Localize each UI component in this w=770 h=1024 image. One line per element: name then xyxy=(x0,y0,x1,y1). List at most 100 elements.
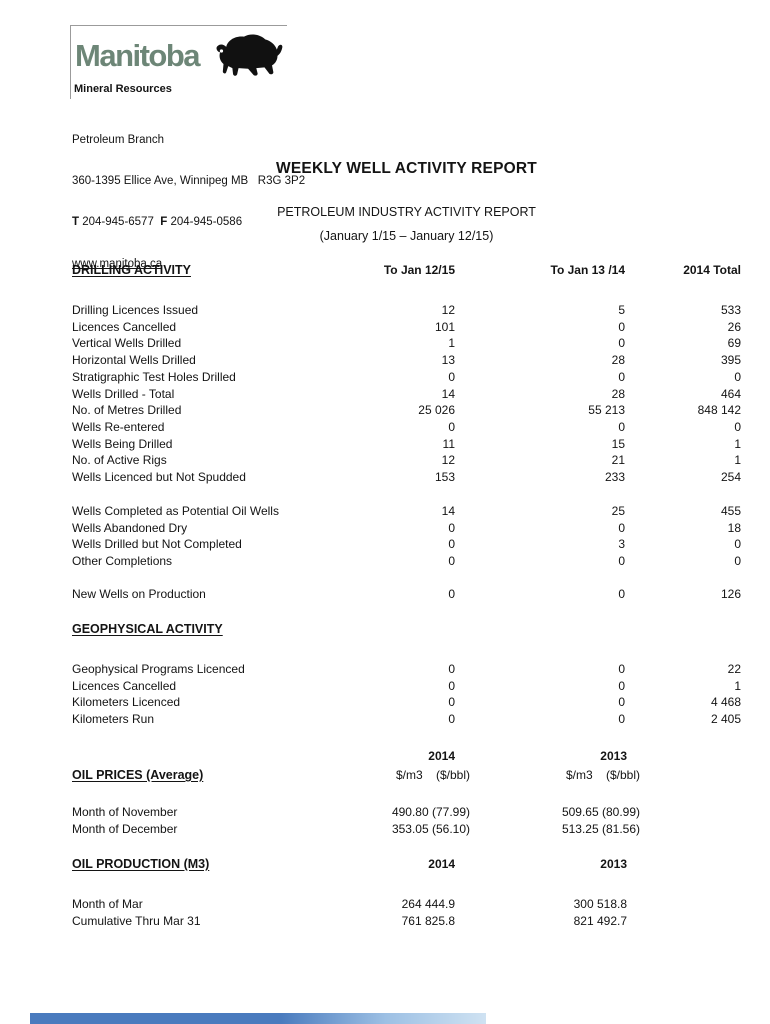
row-label: Month of November xyxy=(72,805,178,819)
drilling-rows-1: Drilling Licences Issued 12 5 533 Licenc… xyxy=(72,302,741,486)
row-value: 14 xyxy=(441,504,455,518)
row-value: 0 xyxy=(448,712,455,727)
row-value: 1 xyxy=(448,336,455,351)
row-value: 126 xyxy=(720,587,741,601)
row-value: 13 xyxy=(441,353,455,368)
logo-subtitle: Mineral Resources xyxy=(74,83,172,95)
report-subtitle: PETROLEUM INDUSTRY ACTIVITY REPORT xyxy=(277,205,536,219)
row-value: 513.25 (81.56) xyxy=(561,821,640,836)
row-value: 14 xyxy=(441,386,455,401)
row-value: 0 xyxy=(618,520,625,535)
production-header-row: OIL PRODUCTION (M3) 2014 2013 xyxy=(72,856,741,873)
table-row: Month of November 490.80 (77.99) 509.65 … xyxy=(72,804,741,821)
table-row: Wells Re-entered 0 0 0 xyxy=(72,419,741,436)
table-row: Drilling Licences Issued 12 5 533 xyxy=(72,302,741,319)
row-value: 0 xyxy=(618,369,625,384)
row-value: 353.05 (56.10) xyxy=(391,821,470,836)
row-label: Cumulative Thru Mar 31 xyxy=(72,913,201,928)
row-value: 0 xyxy=(618,712,625,727)
unit-label: $/m3 ($/bbl) xyxy=(565,768,640,782)
table-row: Month of December 353.05 (56.10) 513.25 … xyxy=(72,821,741,838)
row-value: 25 026 xyxy=(418,403,455,418)
row-label: Kilometers Licenced xyxy=(72,695,181,710)
phone-t-number: 204-945-6577 xyxy=(82,216,154,229)
row-label: Month of Mar xyxy=(72,897,143,911)
row-value: 22 xyxy=(727,662,741,676)
table-row: No. of Metres Drilled 25 026 55 213 848 … xyxy=(72,402,741,419)
row-value: 55 213 xyxy=(588,403,625,418)
section-title-oil-prices: OIL PRICES (Average) xyxy=(72,768,204,782)
row-value: 0 xyxy=(448,419,455,434)
table-row: Wells Drilled but Not Completed 0 3 0 xyxy=(72,536,741,553)
bottom-blue-bar xyxy=(30,1013,486,1024)
row-value: 233 xyxy=(604,470,625,485)
year-header: 2013 xyxy=(600,857,627,871)
row-value: 0 xyxy=(448,662,455,676)
row-value: 18 xyxy=(727,520,741,535)
drilling-header-row: DRILLING ACTIVITY To Jan 12/15 To Jan 13… xyxy=(72,262,741,279)
row-value: 848 142 xyxy=(697,403,741,418)
table-row: Wells Being Drilled 11 15 1 xyxy=(72,436,741,453)
table-row: Licences Cancelled 0 0 1 xyxy=(72,678,741,695)
phone-f-label: F xyxy=(160,216,168,229)
table-row: Wells Licenced but Not Spudded 153 233 2… xyxy=(72,469,741,486)
row-label: Wells Drilled but Not Completed xyxy=(72,537,242,552)
row-value: 464 xyxy=(720,386,741,401)
row-label: Licences Cancelled xyxy=(72,678,177,693)
row-label: Kilometers Run xyxy=(72,712,155,727)
row-value: 101 xyxy=(434,319,455,334)
row-value: 12 xyxy=(441,453,455,468)
row-value: 69 xyxy=(727,336,741,351)
contact-branch: Petroleum Branch xyxy=(72,133,165,146)
table-row: Kilometers Run 0 0 2 405 xyxy=(72,711,741,728)
row-value: 26 xyxy=(727,319,741,334)
row-value: 533 xyxy=(720,303,741,317)
row-value: 1 xyxy=(734,453,741,468)
table-row: Cumulative Thru Mar 31 761 825.8 821 492… xyxy=(72,913,741,930)
row-value: 15 xyxy=(611,436,625,451)
column-header: To Jan 12/15 xyxy=(383,263,455,277)
row-value: 3 xyxy=(618,537,625,552)
row-value: 300 518.8 xyxy=(573,897,627,911)
row-value: 0 xyxy=(618,662,625,676)
row-value: 254 xyxy=(720,470,741,485)
contact-block: Petroleum Branch 360-1395 Ellice Ave, Wi… xyxy=(72,106,305,299)
section-title-geophysical: GEOPHYSICAL ACTIVITY xyxy=(72,622,223,636)
year-header: 2014 xyxy=(428,857,455,871)
manitoba-logo: Manitoba Mineral Resources xyxy=(70,25,287,99)
row-value: 0 xyxy=(448,678,455,693)
row-label: Wells Drilled - Total xyxy=(72,386,175,401)
row-value: 28 xyxy=(611,353,625,368)
table-row: New Wells on Production 0 0 126 xyxy=(72,586,741,603)
unit-label: $/m3 ($/bbl) xyxy=(395,768,470,782)
table-row: Kilometers Licenced 0 0 4 468 xyxy=(72,694,741,711)
row-value: 0 xyxy=(618,419,625,434)
row-value: 0 xyxy=(734,537,741,552)
table-row: No. of Active Rigs 12 21 1 xyxy=(72,452,741,469)
section-title-oil-production: OIL PRODUCTION (M3) xyxy=(72,857,210,871)
row-value: 153 xyxy=(434,470,455,485)
phone-t-label: T xyxy=(72,216,80,229)
row-value: 0 xyxy=(734,369,741,384)
section-title-drilling: DRILLING ACTIVITY xyxy=(72,263,191,277)
table-row: Wells Abandoned Dry 0 0 18 xyxy=(72,520,741,537)
row-value: 0 xyxy=(618,319,625,334)
row-label: Geophysical Programs Licenced xyxy=(72,662,245,676)
row-value: 1 xyxy=(734,678,741,693)
report-title: WEEKLY WELL ACTIVITY REPORT xyxy=(276,160,537,177)
row-value: 5 xyxy=(618,303,625,317)
row-value: 11 xyxy=(442,436,455,451)
row-value: 0 xyxy=(618,336,625,351)
website-link[interactable]: www.manitoba.ca xyxy=(72,257,163,270)
row-label: Drilling Licences Issued xyxy=(72,303,199,317)
row-value: 0 xyxy=(448,695,455,710)
row-value: 2 405 xyxy=(710,712,741,727)
row-value: 12 xyxy=(441,303,455,317)
row-value: 761 825.8 xyxy=(401,913,455,928)
row-value: 0 xyxy=(618,554,625,569)
row-value: 0 xyxy=(618,678,625,693)
row-value: 0 xyxy=(448,520,455,535)
row-value: 0 xyxy=(618,695,625,710)
row-label: Wells Being Drilled xyxy=(72,436,173,451)
